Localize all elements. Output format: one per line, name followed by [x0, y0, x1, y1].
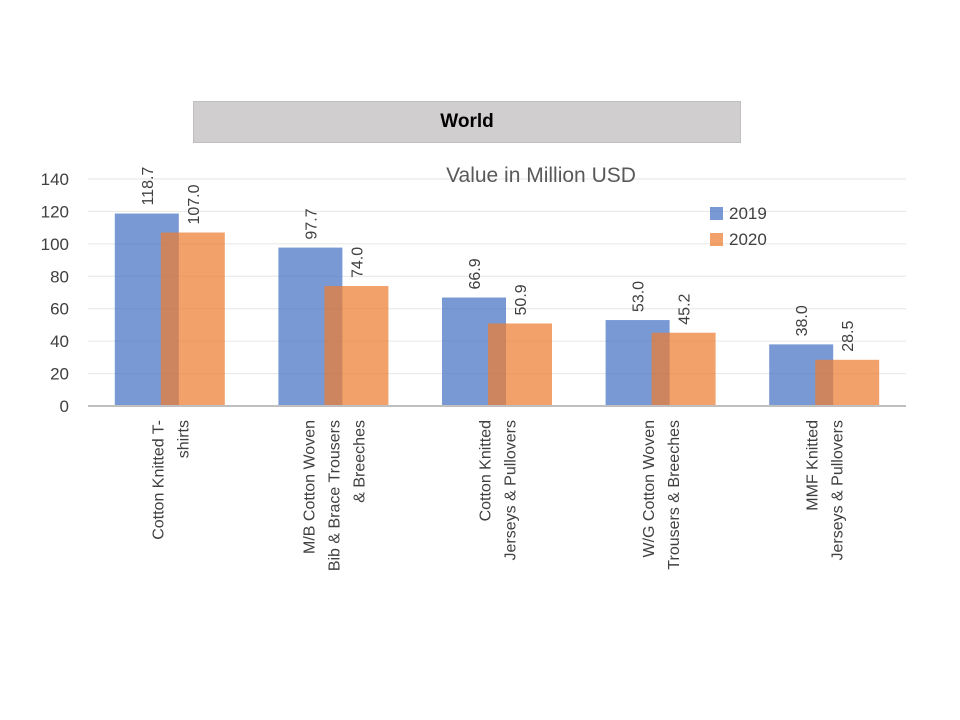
- y-axis: 0 20 40 60 80 100 120 140: [41, 170, 69, 416]
- x-tick-label-line: W/G Cotton Woven: [641, 420, 658, 558]
- x-tick-label: Cotton Knitted T-shirts: [150, 420, 192, 540]
- legend-label-2020: 2020: [729, 230, 767, 249]
- y-tick-label: 140: [41, 170, 69, 189]
- data-label-2020-4: 28.5: [840, 321, 857, 352]
- bars: 118.7 97.7 66.9 53.0 38.0 107.0 74.0 50.9 45.2 28…: [114, 167, 880, 406]
- data-label-2020-2: 50.9: [513, 284, 530, 315]
- x-tick-label-line: Jerseys & Pullovers: [830, 420, 847, 561]
- legend: 2019 2020: [710, 204, 767, 249]
- y-tick-label: 40: [50, 332, 69, 351]
- x-tick-label-line: Cotton Knitted: [478, 420, 495, 521]
- x-tick-label-line: shirts: [175, 420, 192, 458]
- data-label-2019-4: 38.0: [794, 305, 811, 336]
- data-label-2019-3: 53.0: [631, 281, 648, 312]
- legend-swatch-2020: [710, 233, 723, 246]
- x-axis: Cotton Knitted T-shirts M/B Cotton Woven B…: [150, 420, 846, 571]
- y-tick-label: 120: [41, 202, 69, 221]
- data-label-2019-1: 97.7: [303, 208, 320, 239]
- data-label-2020-1: 74.0: [349, 247, 366, 278]
- x-tick-label-line: Bib & Brace Trousers: [326, 420, 343, 571]
- data-label-2020-3: 45.2: [677, 293, 694, 324]
- x-tick-label: M/B Cotton Woven Bib & Brace Trousers & Br…: [301, 420, 368, 571]
- chart-banner: World: [193, 101, 741, 143]
- legend-swatch-2019: [710, 207, 723, 220]
- x-tick-label-line: Trousers & Breeches: [666, 420, 683, 570]
- chart-title: Value in Million USD: [446, 164, 636, 187]
- x-tick-label: W/G Cotton Woven Trousers & Breeches: [641, 420, 683, 570]
- bar-2020-2: [488, 323, 552, 406]
- x-tick-label-line: MMF Knitted: [805, 420, 822, 511]
- x-tick-label-line: Jerseys & Pullovers: [503, 420, 520, 561]
- bar-2020-0: [160, 232, 225, 406]
- x-tick-label: MMF Knitted Jerseys & Pullovers: [805, 420, 847, 561]
- bar-2020-1: [324, 286, 389, 406]
- bar-2020-3: [651, 332, 716, 406]
- y-tick-label: 100: [41, 235, 69, 254]
- x-tick-label-line: & Breeches: [351, 420, 368, 503]
- data-label-2019-0: 118.7: [140, 167, 157, 206]
- y-tick-label: 60: [50, 300, 69, 319]
- bar-2020-4: [815, 359, 880, 406]
- data-label-2019-2: 66.9: [467, 258, 484, 289]
- y-tick-label: 0: [60, 397, 69, 416]
- data-label-2020-0: 107.0: [186, 184, 203, 224]
- y-tick-label: 20: [50, 365, 69, 384]
- y-tick-label: 80: [50, 267, 69, 286]
- x-tick-label-line: M/B Cotton Woven: [301, 420, 318, 554]
- x-tick-label: Cotton Knitted Jerseys & Pullovers: [478, 420, 520, 561]
- legend-label-2019: 2019: [729, 204, 767, 223]
- x-tick-label-line: Cotton Knitted T-: [150, 420, 167, 540]
